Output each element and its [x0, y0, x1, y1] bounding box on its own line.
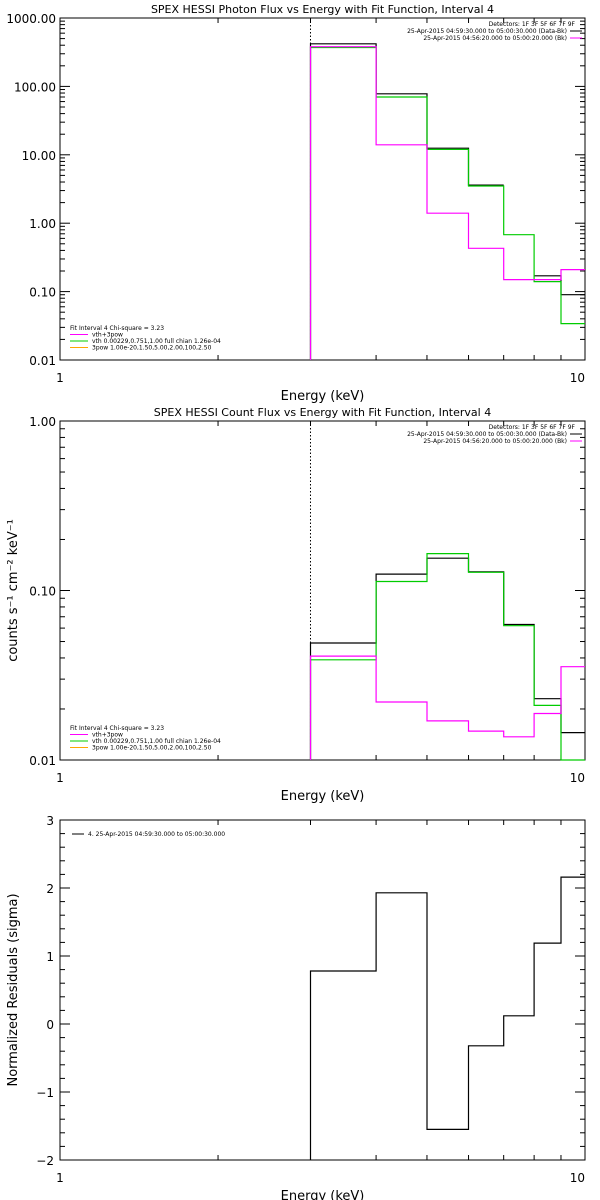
y-tick-label: 1000.00	[6, 12, 56, 26]
legend-right: Detectors: 1F 3F 5F 6F 7F 9F25-Apr-2015 …	[407, 424, 582, 445]
series-line-2	[309, 46, 585, 360]
y-tick-label: 1	[46, 950, 54, 964]
fit-legend-entry: vth+3pow	[92, 732, 123, 739]
legend-entry-text: 25-Apr-2015 04:56:20.000 to 05:00:20.000…	[423, 35, 567, 42]
legend-header: Detectors: 1F 3F 5F 6F 7F 9F	[489, 21, 576, 28]
fit-legend-entry: 3pow 1.00e-20,1.50,5.00,2.00,100,2.50	[92, 345, 212, 352]
x-tick-label: 10	[570, 371, 585, 385]
y-axis: 0.01 0.10 1.00 counts s⁻¹ cm⁻² keV⁻¹	[6, 415, 585, 768]
y-tick-label: 0.01	[29, 354, 56, 368]
legend-left: Fit Interval 4 Chi-square = 3.23vth+3pow…	[70, 725, 221, 752]
panel-3: 1 10 Energy (keV) −2 −1 0 1 2 3 Normalized Residu…	[6, 814, 586, 1200]
plot-frame	[59, 17, 586, 361]
x-axis-label: Energy (keV)	[281, 789, 365, 804]
series-group	[309, 553, 585, 761]
legend-left: Fit Interval 4 Chi-square = 3.23vth+3pow…	[70, 325, 221, 352]
y-tick-label: 0.10	[29, 286, 56, 300]
series-line-1	[309, 876, 585, 1160]
legend-header: Detectors: 1F 3F 5F 6F 7F 9F	[489, 424, 576, 431]
series-line-1	[309, 43, 585, 360]
legend-entry-text: 25-Apr-2015 04:56:20.000 to 05:00:20.000…	[423, 438, 567, 445]
x-tick-label: 10	[570, 1171, 585, 1185]
legend-entry-text: 25-Apr-2015 04:59:30.000 to 05:00:30.000…	[407, 431, 567, 438]
fit-legend-entry: vth+3pow	[92, 332, 123, 339]
y-axis: 0.01 0.10 1.00 10.00 100.00 1000.00	[6, 12, 585, 368]
x-axis: 1 10 Energy (keV)	[56, 820, 586, 1200]
fit-legend-header: Fit Interval 4 Chi-square = 3.23	[70, 725, 164, 732]
y-tick-label: −1	[36, 1086, 54, 1100]
plot-frame	[59, 420, 586, 761]
panel-2: SPEX HESSI Count Flux vs Energy with Fit…	[6, 406, 586, 804]
series-line-3	[309, 46, 585, 360]
y-tick-label: 0.10	[29, 585, 56, 599]
x-axis: 1 10 Energy (keV)	[56, 421, 586, 804]
y-tick-label: 1.00	[29, 415, 56, 429]
series-group	[309, 876, 585, 1160]
chart-title: SPEX HESSI Count Flux vs Energy with Fit…	[154, 406, 491, 419]
chart-title: SPEX HESSI Photon Flux vs Energy with Fi…	[151, 3, 494, 16]
y-tick-label: 0.01	[29, 754, 56, 768]
y-axis-label: counts s⁻¹ cm⁻² keV⁻¹	[6, 519, 21, 662]
legend-entry-text: 25-Apr-2015 04:59:30.000 to 05:00:30.000…	[407, 28, 567, 35]
plot-frame	[59, 819, 586, 1161]
series-line-2	[309, 553, 585, 761]
y-tick-label: −2	[36, 1154, 54, 1168]
y-tick-label: 0	[46, 1018, 54, 1032]
y-tick-label: 3	[46, 814, 54, 828]
x-axis-label: Energy (keV)	[281, 1189, 365, 1200]
x-axis-label: Energy (keV)	[281, 389, 365, 404]
legend-left: 4. 25-Apr-2015 04:59:30.000 to 05:00:30.…	[72, 831, 225, 838]
x-tick-label: 1	[56, 371, 64, 385]
fit-legend-entry: vth 0.00229,0.751,1.00 full chian 1.26e-…	[92, 738, 221, 745]
legend-entry-text: 4. 25-Apr-2015 04:59:30.000 to 05:00:30.…	[88, 831, 225, 838]
y-axis: −2 −1 0 1 2 3 Normalized Residuals (sigma)	[6, 814, 585, 1168]
x-tick-label: 1	[56, 771, 64, 785]
fit-legend-entry: vth 0.00229,0.751,1.00 full chian 1.26e-…	[92, 338, 221, 345]
series-line-1	[309, 557, 585, 760]
panel-1: SPEX HESSI Photon Flux vs Energy with Fi…	[6, 3, 586, 404]
fit-legend-header: Fit Interval 4 Chi-square = 3.23	[70, 325, 164, 332]
x-tick-label: 1	[56, 1171, 64, 1185]
y-tick-label: 1.00	[29, 217, 56, 231]
y-axis-label: Normalized Residuals (sigma)	[6, 893, 21, 1086]
x-tick-label: 10	[570, 771, 585, 785]
fit-legend-entry: 3pow 1.00e-20,1.50,5.00,2.00,100,2.50	[92, 745, 212, 752]
y-tick-label: 10.00	[22, 149, 56, 163]
y-tick-label: 2	[46, 882, 54, 896]
legend-right: Detectors: 1F 3F 5F 6F 7F 9F25-Apr-2015 …	[407, 21, 582, 42]
series-line-3	[309, 655, 585, 760]
y-tick-label: 100.00	[14, 80, 56, 94]
x-axis: 1 10 Energy (keV)	[56, 18, 586, 404]
series-group	[309, 43, 585, 360]
